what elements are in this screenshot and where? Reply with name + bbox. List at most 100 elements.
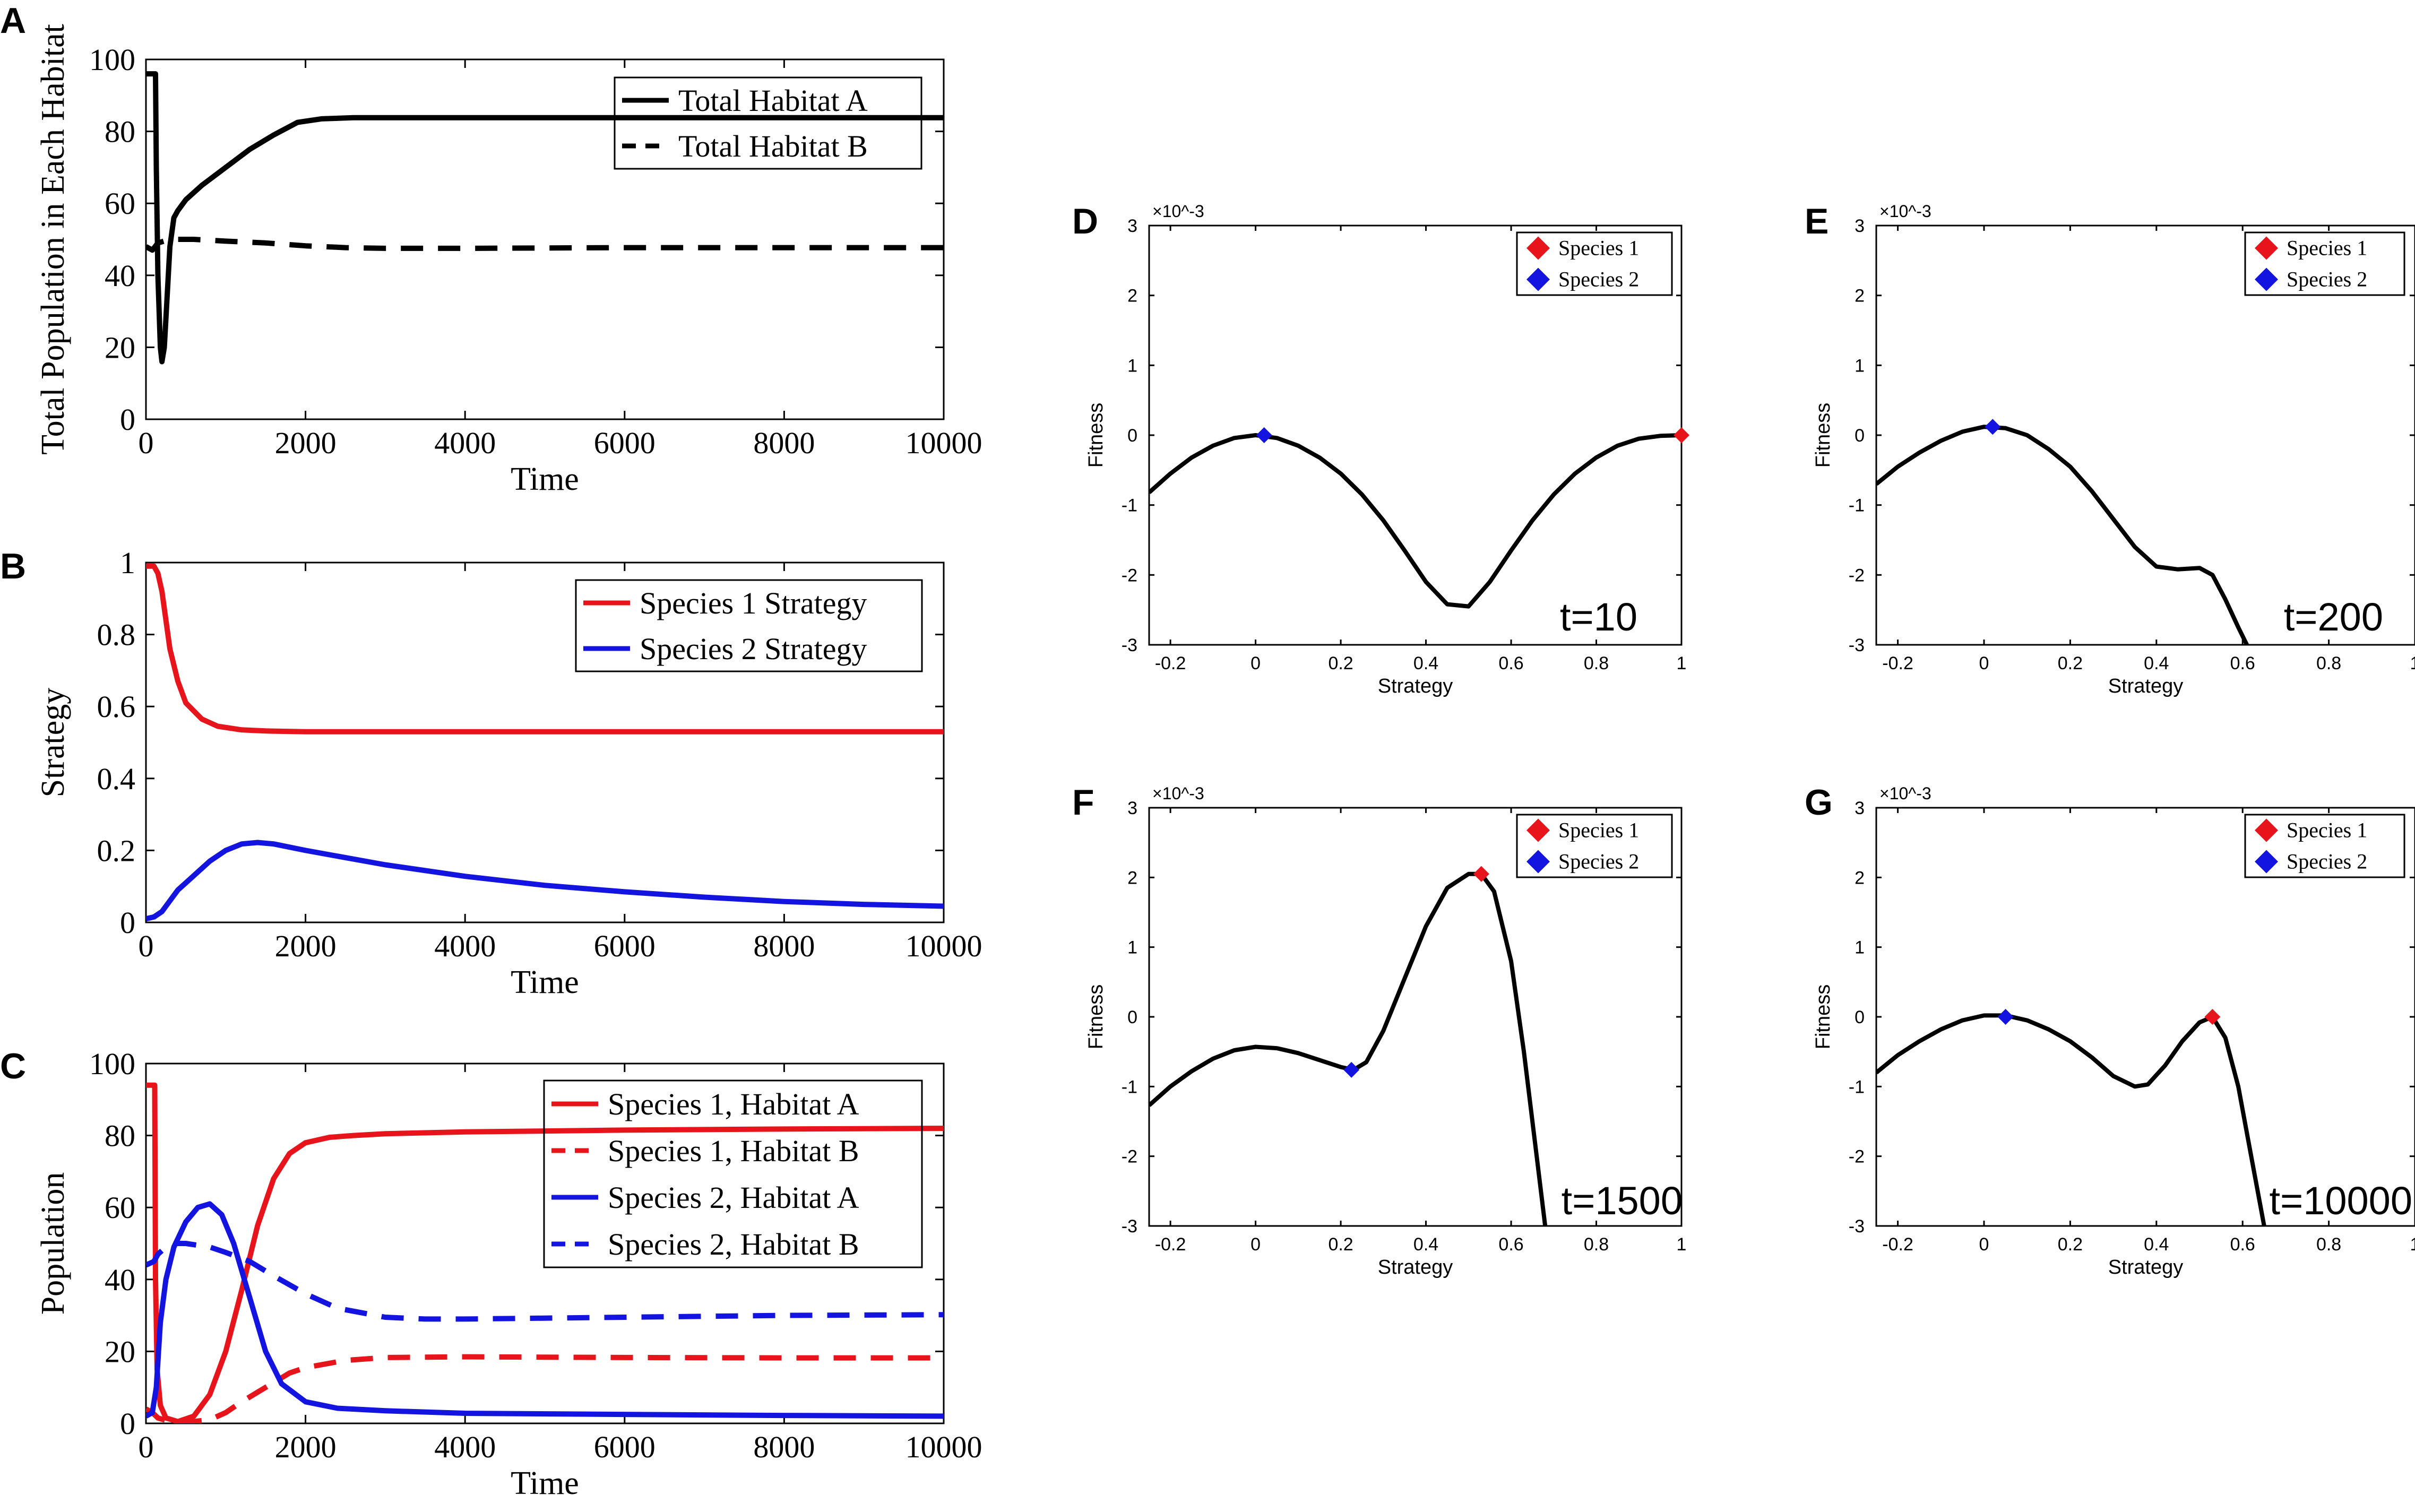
marker-species-1	[1674, 427, 1689, 443]
axes-box	[145, 58, 945, 420]
legend: Species 1, Habitat A Species 1, Habitat B…	[543, 1079, 923, 1268]
series-line-3	[146, 1201, 944, 1419]
panel-f: -0.2 0 0.2 0.4 0.6 0.8 1 -3 -2 -1 0 1 2 3 Strategy Fitn…	[1072, 782, 1686, 1278]
fitness-curve	[1876, 425, 2249, 645]
legend-item-label: Species 2, Habitat A	[608, 1180, 859, 1215]
y-axis-exponent: ×10^-3	[1879, 202, 1931, 221]
legend-item-label: Species 1	[2287, 236, 2367, 260]
y-tick-label: 3	[1127, 216, 1137, 236]
time-annotation: t=10	[1560, 595, 1637, 639]
y-tick-label: 1	[1127, 356, 1137, 376]
panel-b: 0 2000 4000 6000 8000 10000 0 0.2 0.4 0.6 0.8 1 Time…	[0, 546, 982, 1000]
time-annotation: t=200	[2284, 595, 2383, 639]
legend-box	[614, 76, 922, 170]
y-tick-label: -2	[1122, 1147, 1137, 1167]
time-annotation: t=1500	[1562, 1179, 1683, 1223]
x-tick-label: -0.2	[1882, 653, 1913, 673]
x-tick-label: 2000	[275, 426, 337, 460]
x-tick-label: -0.2	[1155, 1234, 1186, 1255]
x-tick-label: 0.8	[2316, 1234, 2341, 1255]
legend-item-label: Species 1	[1558, 236, 1639, 260]
y-axis-exponent: ×10^-3	[1152, 784, 1204, 803]
legend-swatch-diamond	[2255, 236, 2278, 260]
y-axis-label: Strategy	[35, 688, 71, 798]
y-tick-label: 0	[120, 1406, 135, 1441]
legend-box	[2244, 231, 2405, 296]
y-tick-label: 100	[89, 1047, 135, 1081]
x-axis-label: Time	[511, 964, 579, 1000]
legend-item-label: Species 2, Habitat B	[608, 1227, 859, 1262]
panel-c: 0 2000 4000 6000 8000 10000 0 20 40 60 80 100 Time Po…	[0, 1046, 982, 1501]
x-tick-label: 0.2	[1328, 1234, 1353, 1255]
plot-area	[1149, 433, 1681, 609]
y-axis-exponent-text: ×10^-3	[1152, 202, 1204, 221]
y-tick-label: -2	[1849, 565, 1865, 585]
y-tick-label: 80	[105, 1119, 135, 1153]
y-tick-label: 3	[1855, 798, 1865, 818]
legend-item-label: Total Habitat A	[678, 83, 868, 118]
marker-species-2	[1343, 1061, 1360, 1078]
legend-swatch-diamond	[1526, 267, 1550, 291]
x-axis-label: Time	[511, 461, 579, 497]
y-tick-label: -2	[1122, 565, 1137, 585]
y-tick-label: 40	[105, 258, 135, 293]
legend-item-label: Species 1 Strategy	[640, 586, 867, 620]
legend-item-label: Species 2 Strategy	[640, 632, 867, 666]
plot-area	[1876, 425, 2249, 645]
y-tick-label: 60	[105, 1190, 135, 1225]
marker-species-2	[1256, 427, 1272, 443]
legend-item-label: Species 1	[1558, 818, 1639, 842]
legend-swatch-diamond	[1526, 818, 1550, 842]
marker-species-1	[1473, 866, 1489, 882]
y-axis-exponent-text: ×10^-3	[1152, 784, 1204, 803]
legend-swatch-diamond	[2255, 818, 2278, 842]
y-axis-exponent: ×10^-3	[1879, 784, 1931, 803]
legend: Species 1 Species 2	[1516, 231, 1673, 296]
y-axis-exponent-text: ×10^-3	[1879, 784, 1931, 803]
y-tick-label: 2	[1855, 868, 1865, 888]
axes-box	[145, 561, 945, 923]
plot-area	[146, 1082, 944, 1423]
x-axis-label: Strategy	[1378, 675, 1453, 697]
legend-swatch-diamond	[1526, 236, 1550, 260]
y-tick-label: 0.8	[97, 618, 136, 652]
legend: Total Habitat A Total Habitat B	[614, 76, 922, 170]
x-tick-label: 0.2	[2058, 653, 2083, 673]
x-tick-label: 2000	[275, 929, 337, 963]
plot-area	[146, 71, 944, 365]
legend-box	[1516, 231, 1673, 296]
x-tick-label: 8000	[753, 1430, 815, 1464]
series-line-2	[146, 840, 944, 922]
x-tick-label: 8000	[753, 929, 815, 963]
legend-box	[575, 579, 923, 672]
y-tick-label: 60	[105, 186, 135, 221]
y-tick-label: -3	[1122, 635, 1137, 655]
y-tick-label: 100	[89, 42, 135, 77]
x-tick-label: 10000	[905, 929, 982, 963]
panel-label: A	[0, 1, 26, 41]
x-tick-label: 0	[1979, 1234, 1989, 1255]
y-tick-label: 0	[120, 905, 135, 940]
y-tick-label: 80	[105, 115, 135, 149]
x-tick-label: 0.2	[2058, 1234, 2083, 1255]
x-tick-label: 0.4	[1413, 653, 1438, 673]
y-axis-label: Total Population in Each Habitat	[35, 24, 71, 455]
x-tick-label: 0	[139, 1430, 154, 1464]
y-tick-label: 20	[105, 1334, 135, 1369]
series-line-1	[146, 563, 944, 735]
fitness-curve	[1149, 871, 1548, 1226]
marker-species-2	[1985, 419, 2001, 435]
y-axis-label: Fitness	[1812, 984, 1834, 1049]
plot-area	[1149, 871, 1548, 1226]
x-tick-label: 0.6	[2230, 1234, 2255, 1255]
x-tick-label: 4000	[434, 929, 496, 963]
legend-item-label: Species 2	[2287, 850, 2367, 874]
legend: Species 1 Species 2	[1516, 814, 1673, 878]
x-tick-label: 0.6	[2230, 653, 2255, 673]
marker-species-2	[1997, 1009, 2014, 1025]
x-tick-label: 0.6	[1498, 653, 1523, 673]
y-tick-label: 3	[1855, 216, 1865, 236]
x-axis-label: Strategy	[2108, 675, 2184, 697]
x-tick-label: 0	[1250, 1234, 1261, 1255]
